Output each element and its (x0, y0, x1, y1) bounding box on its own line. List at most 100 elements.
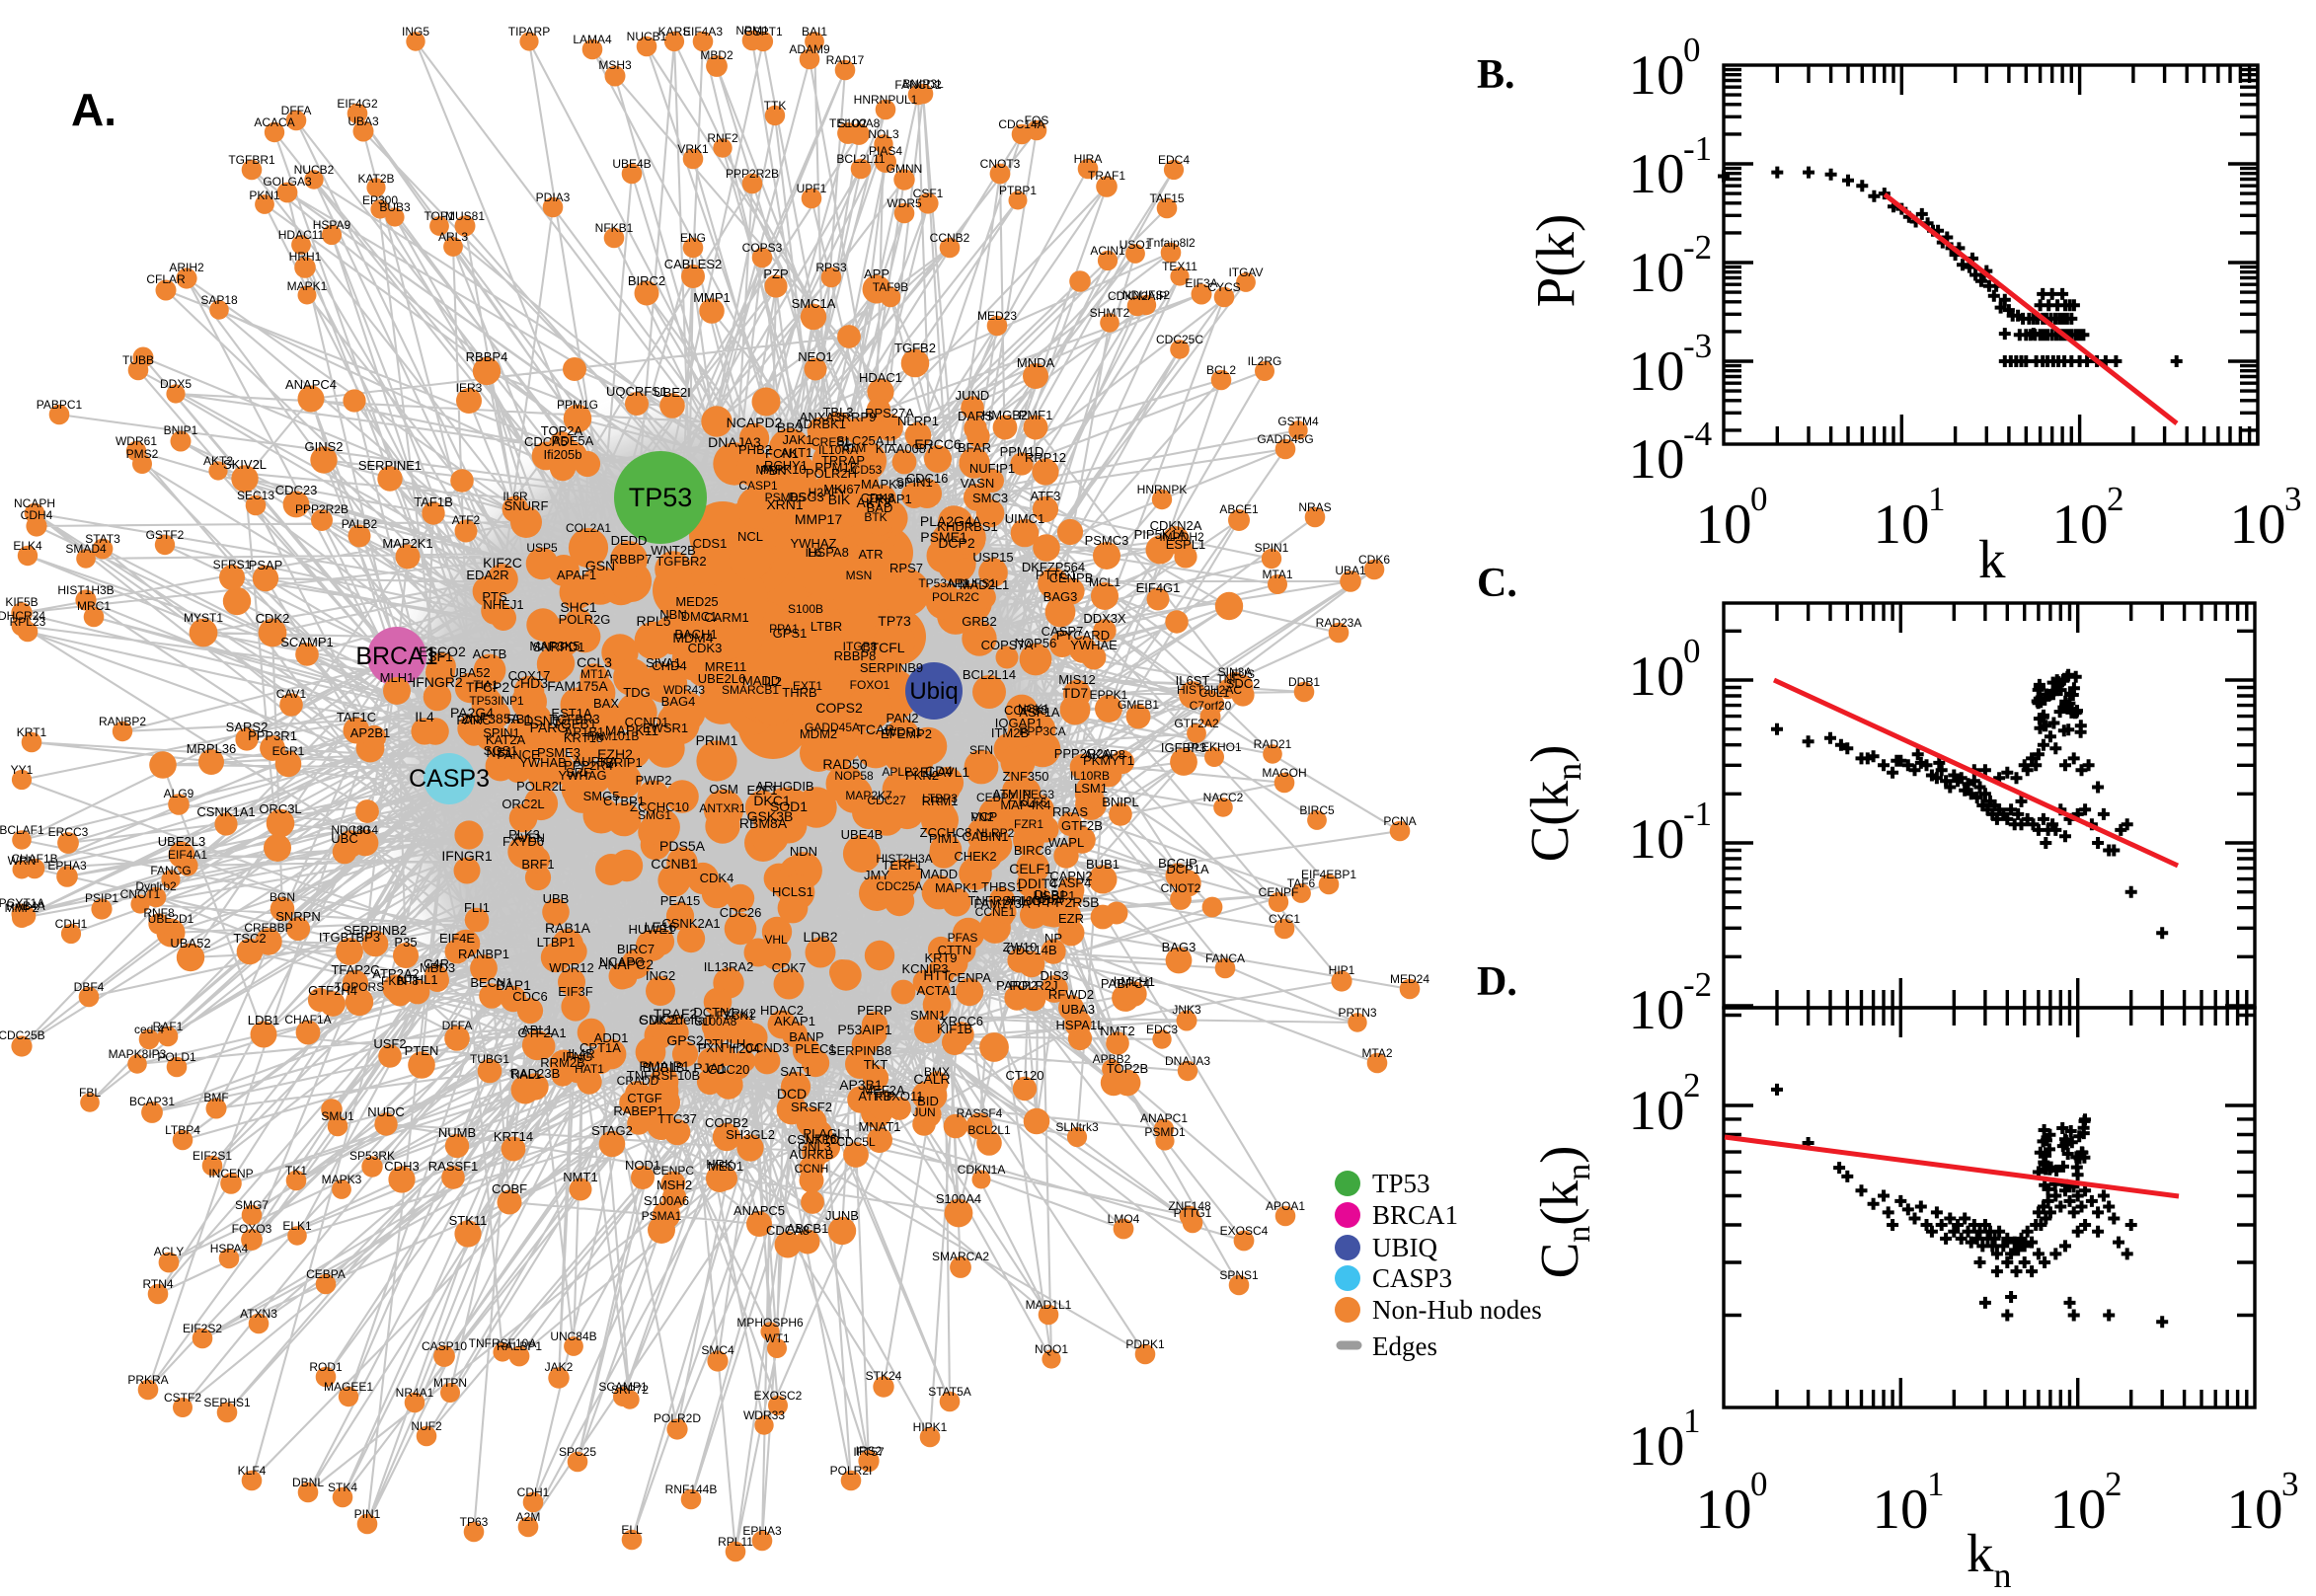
svg-text:CDK6: CDK6 (1358, 553, 1390, 567)
svg-text:ATRIP: ATRIP (858, 1089, 894, 1103)
svg-text:-4: -4 (1683, 415, 1712, 453)
svg-text:0: 0 (1683, 31, 1701, 69)
svg-text:MAD1L1: MAD1L1 (1026, 1298, 1072, 1312)
svg-text:CENPA: CENPA (948, 970, 991, 985)
svg-text:RNF144B: RNF144B (665, 1482, 718, 1496)
svg-text:GSPT1: GSPT1 (743, 25, 783, 38)
svg-text:BIRC7: BIRC7 (617, 942, 655, 956)
svg-text:Non-Hub nodes: Non-Hub nodes (1372, 1295, 1542, 1325)
svg-text:CDS1: CDS1 (693, 536, 728, 551)
svg-text:USBP1: USBP1 (1034, 888, 1076, 903)
svg-text:CD53: CD53 (852, 463, 883, 477)
svg-text:TIPARP: TIPARP (508, 25, 550, 38)
svg-text:CNOT1: CNOT1 (120, 887, 161, 901)
svg-text:RAD17: RAD17 (826, 53, 865, 67)
svg-text:PTTG1: PTTG1 (1174, 1206, 1212, 1220)
svg-text:CDK2deltaT: CDK2deltaT (639, 1012, 715, 1027)
svg-text:EIF2S1: EIF2S1 (193, 1149, 232, 1163)
svg-text:TP73: TP73 (878, 613, 911, 629)
svg-text:ABCB1: ABCB1 (787, 1221, 829, 1236)
svg-text:TUBG1: TUBG1 (470, 1052, 509, 1066)
svg-text:E2F1: E2F1 (746, 783, 777, 798)
svg-text:RRP9: RRP9 (842, 410, 877, 424)
svg-text:UBC: UBC (331, 831, 357, 846)
svg-text:RPL5: RPL5 (636, 613, 670, 629)
svg-text:MAPK3: MAPK3 (322, 1173, 362, 1186)
svg-text:CDK7: CDK7 (772, 960, 807, 975)
svg-text:JUNB: JUNB (825, 1208, 859, 1223)
svg-text:FXYD6: FXYD6 (502, 834, 544, 849)
svg-text:PPP3CA: PPP3CA (1019, 724, 1065, 738)
svg-text:NRAS: NRAS (1298, 500, 1331, 514)
svg-text:PRKRA: PRKRA (127, 1373, 168, 1387)
svg-text:ASF1A: ASF1A (1019, 705, 1060, 720)
svg-text:FOS: FOS (1025, 114, 1049, 127)
svg-text:PSMD1: PSMD1 (1144, 1125, 1186, 1139)
svg-text:UBB: UBB (543, 891, 570, 906)
svg-text:PEA15: PEA15 (660, 893, 700, 908)
svg-text:ATR: ATR (858, 547, 883, 562)
svg-text:UBIQ: UBIQ (1372, 1233, 1437, 1262)
svg-text:XRN1: XRN1 (766, 496, 804, 512)
svg-text:CCND1: CCND1 (625, 715, 669, 729)
svg-text:FOXO1: FOXO1 (850, 678, 890, 692)
svg-text:CREBBP: CREBBP (244, 921, 292, 935)
svg-text:APOA1: APOA1 (1266, 1199, 1305, 1213)
svg-text:ACLY: ACLY (154, 1245, 184, 1258)
svg-text:10: 10 (1874, 494, 1930, 556)
svg-text:THRB: THRB (782, 685, 816, 700)
svg-text:DDIT4: DDIT4 (1018, 875, 1058, 891)
svg-text:RPS27A: RPS27A (865, 406, 914, 420)
svg-text:BNIPL: BNIPL (1102, 795, 1139, 809)
svg-text:HCLS1: HCLS1 (772, 884, 813, 899)
svg-text:CDC27: CDC27 (867, 794, 906, 807)
svg-text:PDE5A: PDE5A (552, 433, 594, 448)
svg-text:MAP2K1: MAP2K1 (382, 536, 432, 551)
svg-text:10: 10 (1629, 242, 1685, 304)
svg-text:RAD50: RAD50 (822, 756, 867, 772)
svg-text:TOP2B: TOP2B (1107, 1061, 1148, 1076)
svg-text:RB1: RB1 (506, 712, 531, 726)
svg-text:CYC1: CYC1 (1269, 912, 1300, 926)
svg-text:POLR2G: POLR2G (559, 612, 611, 627)
svg-text:AKT2: AKT2 (203, 454, 233, 468)
svg-text:CT120: CT120 (1005, 1068, 1043, 1083)
svg-text:10: 10 (1629, 143, 1685, 205)
svg-text:TAF6: TAF6 (1287, 876, 1316, 890)
svg-text:ANAPC1: ANAPC1 (1140, 1111, 1188, 1125)
svg-text:POLR2H: POLR2H (806, 466, 857, 481)
svg-text:PMAIP1: PMAIP1 (639, 1058, 690, 1074)
svg-text:KHDRBS1: KHDRBS1 (937, 519, 997, 534)
svg-text:SCAMP1: SCAMP1 (598, 1380, 648, 1394)
svg-text:COPS3: COPS3 (742, 241, 783, 255)
svg-text:GADD45G: GADD45G (1257, 432, 1313, 446)
svg-text:EST1A: EST1A (551, 706, 592, 721)
svg-text:CDC14B: CDC14B (1006, 943, 1056, 957)
svg-text:SERPINB2: SERPINB2 (344, 923, 407, 938)
svg-text:PYCARD: PYCARD (1056, 628, 1110, 643)
svg-text:MAGEE1: MAGEE1 (324, 1380, 373, 1394)
svg-text:USP5: USP5 (526, 541, 558, 555)
svg-text:HIPK1: HIPK1 (913, 1420, 948, 1434)
svg-text:S100A6: S100A6 (644, 1193, 689, 1208)
svg-text:COX17: COX17 (508, 668, 551, 683)
svg-text:NLRP2: NLRP2 (976, 826, 1015, 840)
svg-text:STAT5A: STAT5A (928, 1385, 971, 1399)
svg-text:BRCA1: BRCA1 (1372, 1200, 1458, 1230)
svg-text:EIF4A3: EIF4A3 (683, 25, 723, 38)
svg-text:BGN: BGN (270, 890, 295, 904)
svg-text:-3: -3 (1683, 327, 1712, 365)
svg-text:MRPL36: MRPL36 (187, 741, 237, 756)
svg-text:CAV1: CAV1 (276, 687, 307, 701)
svg-text:SPIN1: SPIN1 (1255, 541, 1289, 555)
svg-text:TP53: TP53 (629, 483, 693, 512)
svg-text:GPS1: GPS1 (773, 626, 808, 641)
svg-text:TBL3: TBL3 (822, 405, 853, 419)
svg-text:RALBP1: RALBP1 (497, 1339, 542, 1353)
svg-text:UBE4B: UBE4B (612, 157, 651, 171)
svg-text:DKFZP564: DKFZP564 (1022, 560, 1085, 574)
svg-text:ORC3L: ORC3L (259, 801, 301, 816)
svg-text:CENPC: CENPC (653, 1164, 694, 1178)
svg-text:ced-4: ced-4 (134, 1023, 164, 1036)
svg-text:CSNK1A1: CSNK1A1 (196, 804, 255, 819)
